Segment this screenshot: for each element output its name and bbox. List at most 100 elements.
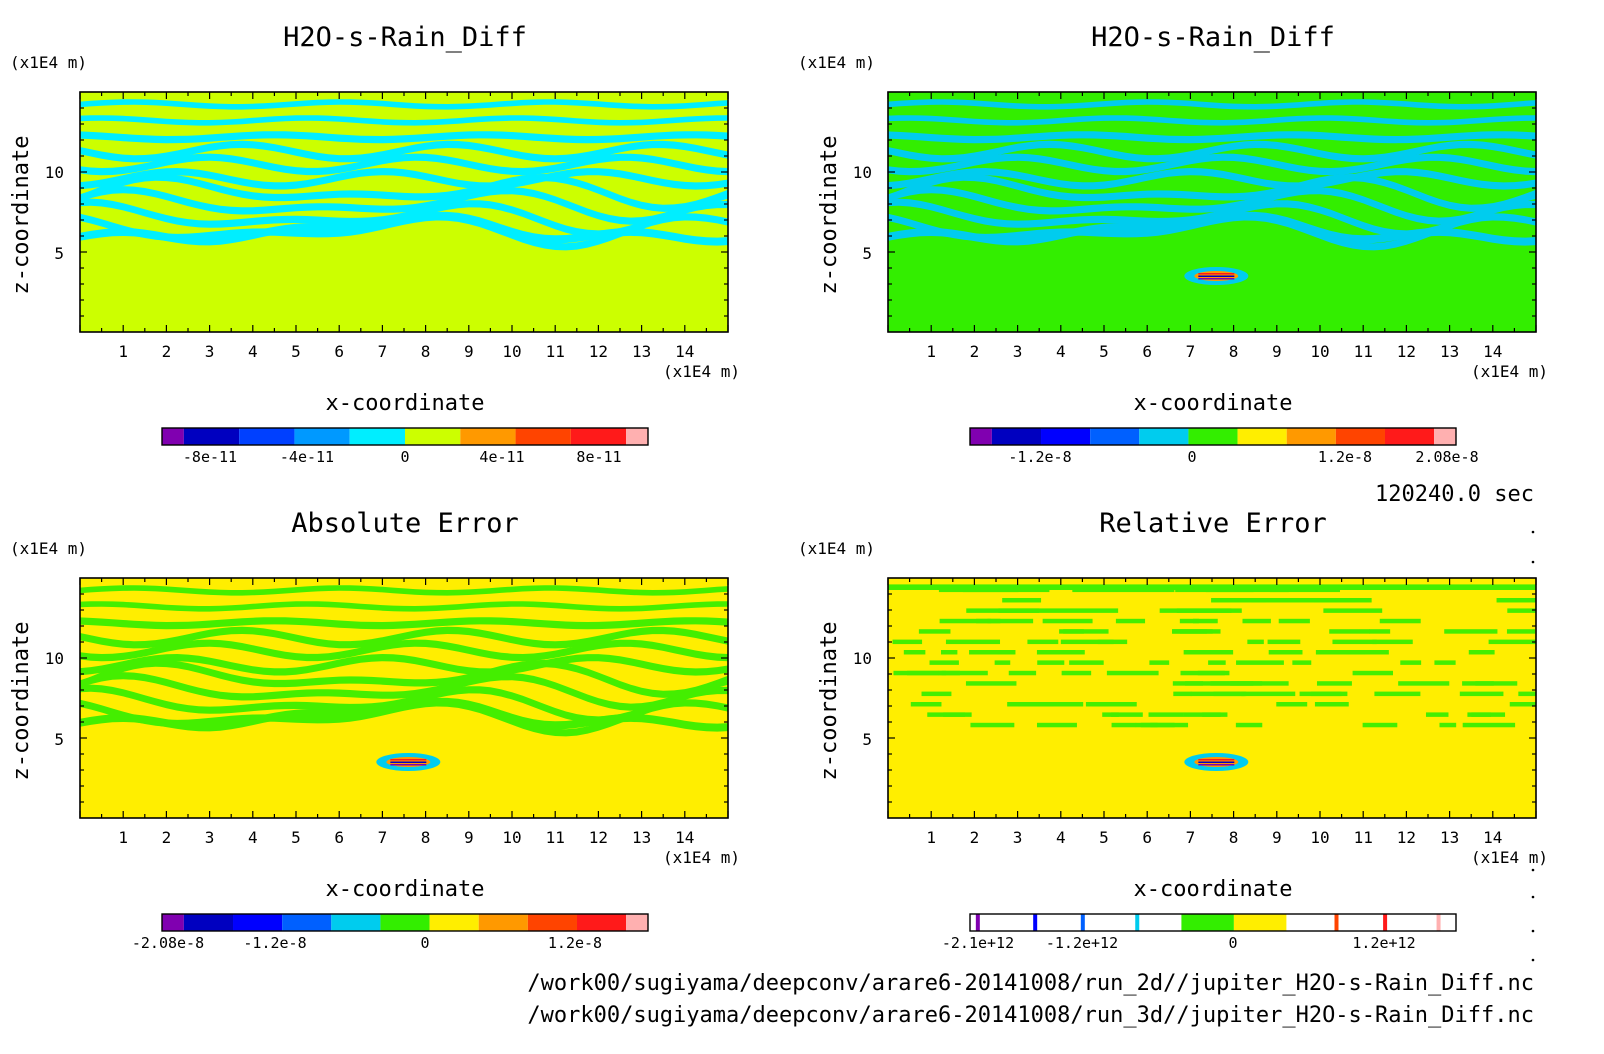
contour-patch [1237,681,1289,686]
colorbar-swatch [1383,914,1388,931]
x-tick-label: 14 [1483,828,1502,847]
panel-4-plot [887,577,1537,819]
file-path-2d: /work00/sugiyama/deepconv/arare6-2014100… [527,971,1534,996]
contour-patch [1326,702,1349,707]
contour-band [80,601,728,612]
contour-patch [1193,618,1218,624]
contour-patch [1037,660,1065,665]
contour-band [888,153,1536,176]
x-tick-label: 12 [589,828,608,847]
file-path-3d: /work00/sugiyama/deepconv/arare6-2014100… [527,1003,1534,1028]
contour-patch [1247,639,1264,645]
x-tick-label: 1 [118,342,128,361]
x-tick-label: 8 [1229,828,1239,847]
colorbar-swatch [282,914,332,931]
contour-patch [1278,618,1310,624]
contour-patch [1002,598,1042,603]
contour-patch [892,639,923,645]
contour-patch [1362,722,1398,728]
x-tick-label: 11 [1354,828,1373,847]
panel-3-y-tick-10: 10 [45,649,64,668]
x-tick-label: 3 [1013,828,1023,847]
panel-3-cb-label-4: 1.2e-8 [548,934,602,952]
panel-3-title: Absolute Error [291,508,519,539]
contour-patch [1176,608,1232,613]
contour-patch [941,670,960,676]
x-tick-label: 6 [1142,828,1152,847]
contour-patch [1316,681,1352,686]
panel-2-plot [887,91,1537,333]
contour-patch [1148,712,1184,717]
contour-band [888,584,1536,590]
anomaly-line [390,764,427,766]
colorbar-swatch [183,914,234,931]
panel-4-colorbar [969,913,1457,932]
anomaly-line [1198,761,1235,763]
colorbar-frame [969,913,1457,932]
x-tick-label: 3 [205,828,215,847]
contour-patch [997,650,1015,655]
contour-patch [1008,670,1037,676]
colorbar-swatch [626,914,648,931]
anomaly-line [390,759,427,761]
panel-1-xlabel: x-coordinate [326,391,485,416]
contour-band [888,131,1536,144]
panel-3-cb-label-3: 0 [420,934,429,952]
contour-patch [1268,650,1303,655]
panel-1-x-ticks: 1 2 3 4 5 6 7 8 9 10 11 12 13 14 [118,342,694,361]
panel-2-cb-label-1: -1.2e-8 [1008,448,1071,466]
x-tick-label: 10 [502,828,521,847]
x-tick-label: 5 [1099,828,1109,847]
contour-patch [1372,639,1413,645]
contour-band [80,173,728,212]
contour-patch [1400,660,1422,665]
panel-4: Relative Error (x1E4 m) 1 2 3 4 5 6 7 8 9 10 11 12 1… [798,508,1548,952]
panel-2-x-unit: (x1E4 m) [1471,362,1548,381]
contour-patch [1069,660,1104,665]
contour-patch [1007,702,1049,707]
contour-patch [1061,670,1092,676]
panel-1-cb-label-1: -8e-11 [183,448,237,466]
x-tick-label: 10 [1310,342,1329,361]
contour-patch [1183,650,1234,655]
time-label: 120240.0 sec [1375,482,1534,507]
contour-patch [1102,712,1119,717]
contour-patch [976,618,1001,624]
contour-patch [998,608,1119,613]
contour-patch [1106,670,1159,676]
contour-band [888,140,1536,163]
contour-patch [1183,712,1221,717]
colorbar-swatch [970,428,992,445]
contour-patch [1036,722,1077,728]
panel-2-y-unit: (x1E4 m) [798,53,875,72]
colorbar-swatch [380,914,430,931]
colorbar-swatch [1135,914,1140,931]
contour-patch [927,712,972,717]
panel-2-ylabel: z-coordinate [817,136,842,295]
panel-2-y-tick-5: 5 [862,244,872,263]
panel-3-y-tick-5: 5 [54,730,64,749]
panel-4-y-tick-5: 5 [862,730,872,749]
contour-patch [1352,670,1393,676]
contour-patch [1236,660,1284,665]
panel-2-y-tick-10: 10 [853,163,872,182]
contour-patch [1180,670,1225,676]
contour-patch [1042,618,1093,624]
contour-patch [939,618,992,624]
contour-patch [1314,702,1337,707]
colorbar-swatch [1033,914,1038,931]
contour-patch [1276,702,1308,707]
panel-3: Absolute Error (x1E4 m) 1 2 3 4 5 6 7 8 9 10 11 12 1… [9,508,740,952]
colorbar-swatch [1090,428,1140,445]
colorbar-swatch [975,914,980,931]
contour-patch [1323,608,1383,613]
panel-4-cb-label-4: 1.2e+12 [1352,934,1415,952]
panel-4-cb-label-3: 0 [1228,934,1237,952]
colorbar-frame [161,913,649,932]
colorbar-swatch [1233,914,1287,931]
anomaly-line [1198,278,1235,280]
colorbar-swatch [515,428,571,445]
panel-4-y-unit: (x1E4 m) [798,539,875,558]
x-tick-label: 1 [118,828,128,847]
